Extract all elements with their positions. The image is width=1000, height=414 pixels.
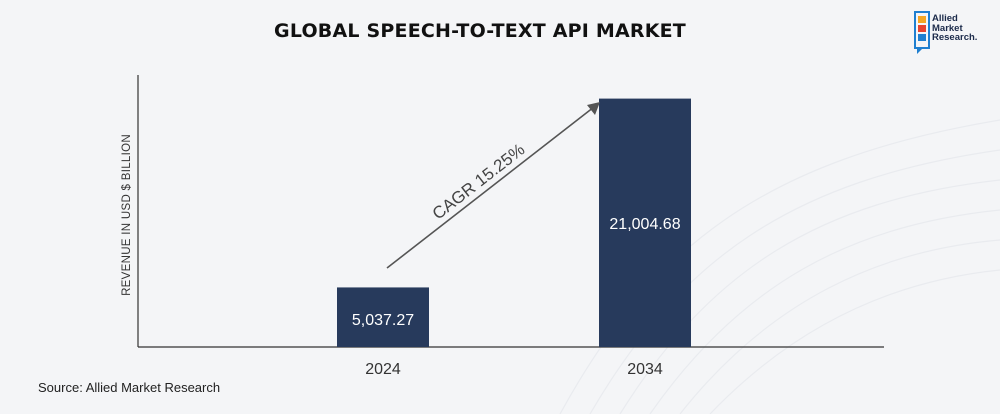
- data-label-2034: 21,004.68: [609, 216, 680, 233]
- y-axis-label: REVENUE IN USD $ BILLION: [121, 134, 133, 296]
- brand-logo: Allied Market Research.: [914, 8, 994, 56]
- logo-square-blue: [918, 34, 926, 41]
- logo-line-1: Allied: [932, 13, 958, 24]
- logo-text: Allied Market Research.: [932, 14, 977, 43]
- logo-square-orange: [918, 16, 926, 23]
- cagr-annotation: CAGR 15.25%: [429, 140, 529, 224]
- logo-icon: [914, 11, 930, 54]
- source-note: Source: Allied Market Research: [38, 380, 221, 395]
- logo-line-2: Market: [932, 22, 963, 34]
- logo-line-3: Research.: [932, 32, 978, 43]
- cagr-arrow: [386, 106, 595, 269]
- data-label-2024: 5,037.27: [352, 312, 414, 329]
- x-tick-label-2034: 2034: [627, 361, 663, 378]
- logo-square-red: [918, 25, 926, 32]
- bar-2034: [599, 98, 691, 347]
- cagr-arrow-head: [587, 102, 600, 115]
- chart-title: GLOBAL SPEECH-TO-TEXT API MARKET: [274, 20, 686, 42]
- bar-2024: [337, 287, 429, 347]
- x-tick-label-2024: 2024: [365, 361, 401, 378]
